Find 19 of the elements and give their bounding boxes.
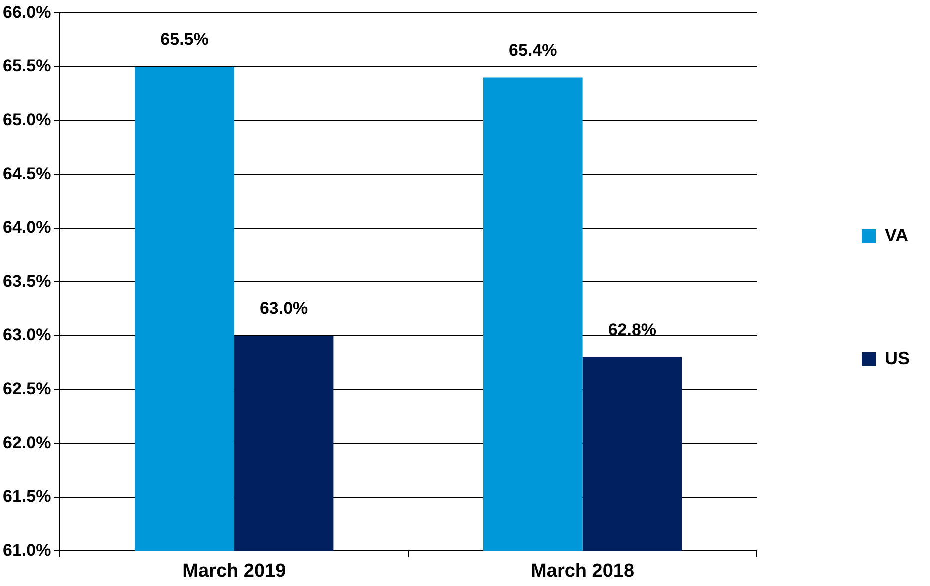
y-tick-label: 64.5% [3, 164, 52, 184]
y-tick-label: 64.0% [3, 218, 52, 238]
data-label: 65.5% [160, 30, 209, 50]
y-tick-label: 66.0% [3, 2, 52, 22]
legend-label: VA [884, 225, 909, 246]
legend-label: US [884, 348, 910, 368]
y-tick-label: 62.0% [3, 433, 52, 452]
y-tick-label: 62.5% [3, 379, 52, 398]
y-tick-label: 65.0% [3, 110, 52, 130]
data-label: 65.4% [509, 40, 558, 60]
data-label: 63.0% [260, 299, 308, 318]
x-tick-label: March 2019 [182, 560, 286, 582]
y-tick-label: 61.5% [3, 487, 52, 506]
y-tick-label: 61.0% [3, 540, 52, 560]
y-tick-label: 65.5% [3, 56, 52, 76]
y-tick-label: 63.5% [3, 272, 52, 291]
data-label: 62.8% [608, 320, 657, 340]
x-tick-label: March 2018 [531, 560, 635, 582]
y-tick-label: 63.0% [3, 326, 52, 345]
